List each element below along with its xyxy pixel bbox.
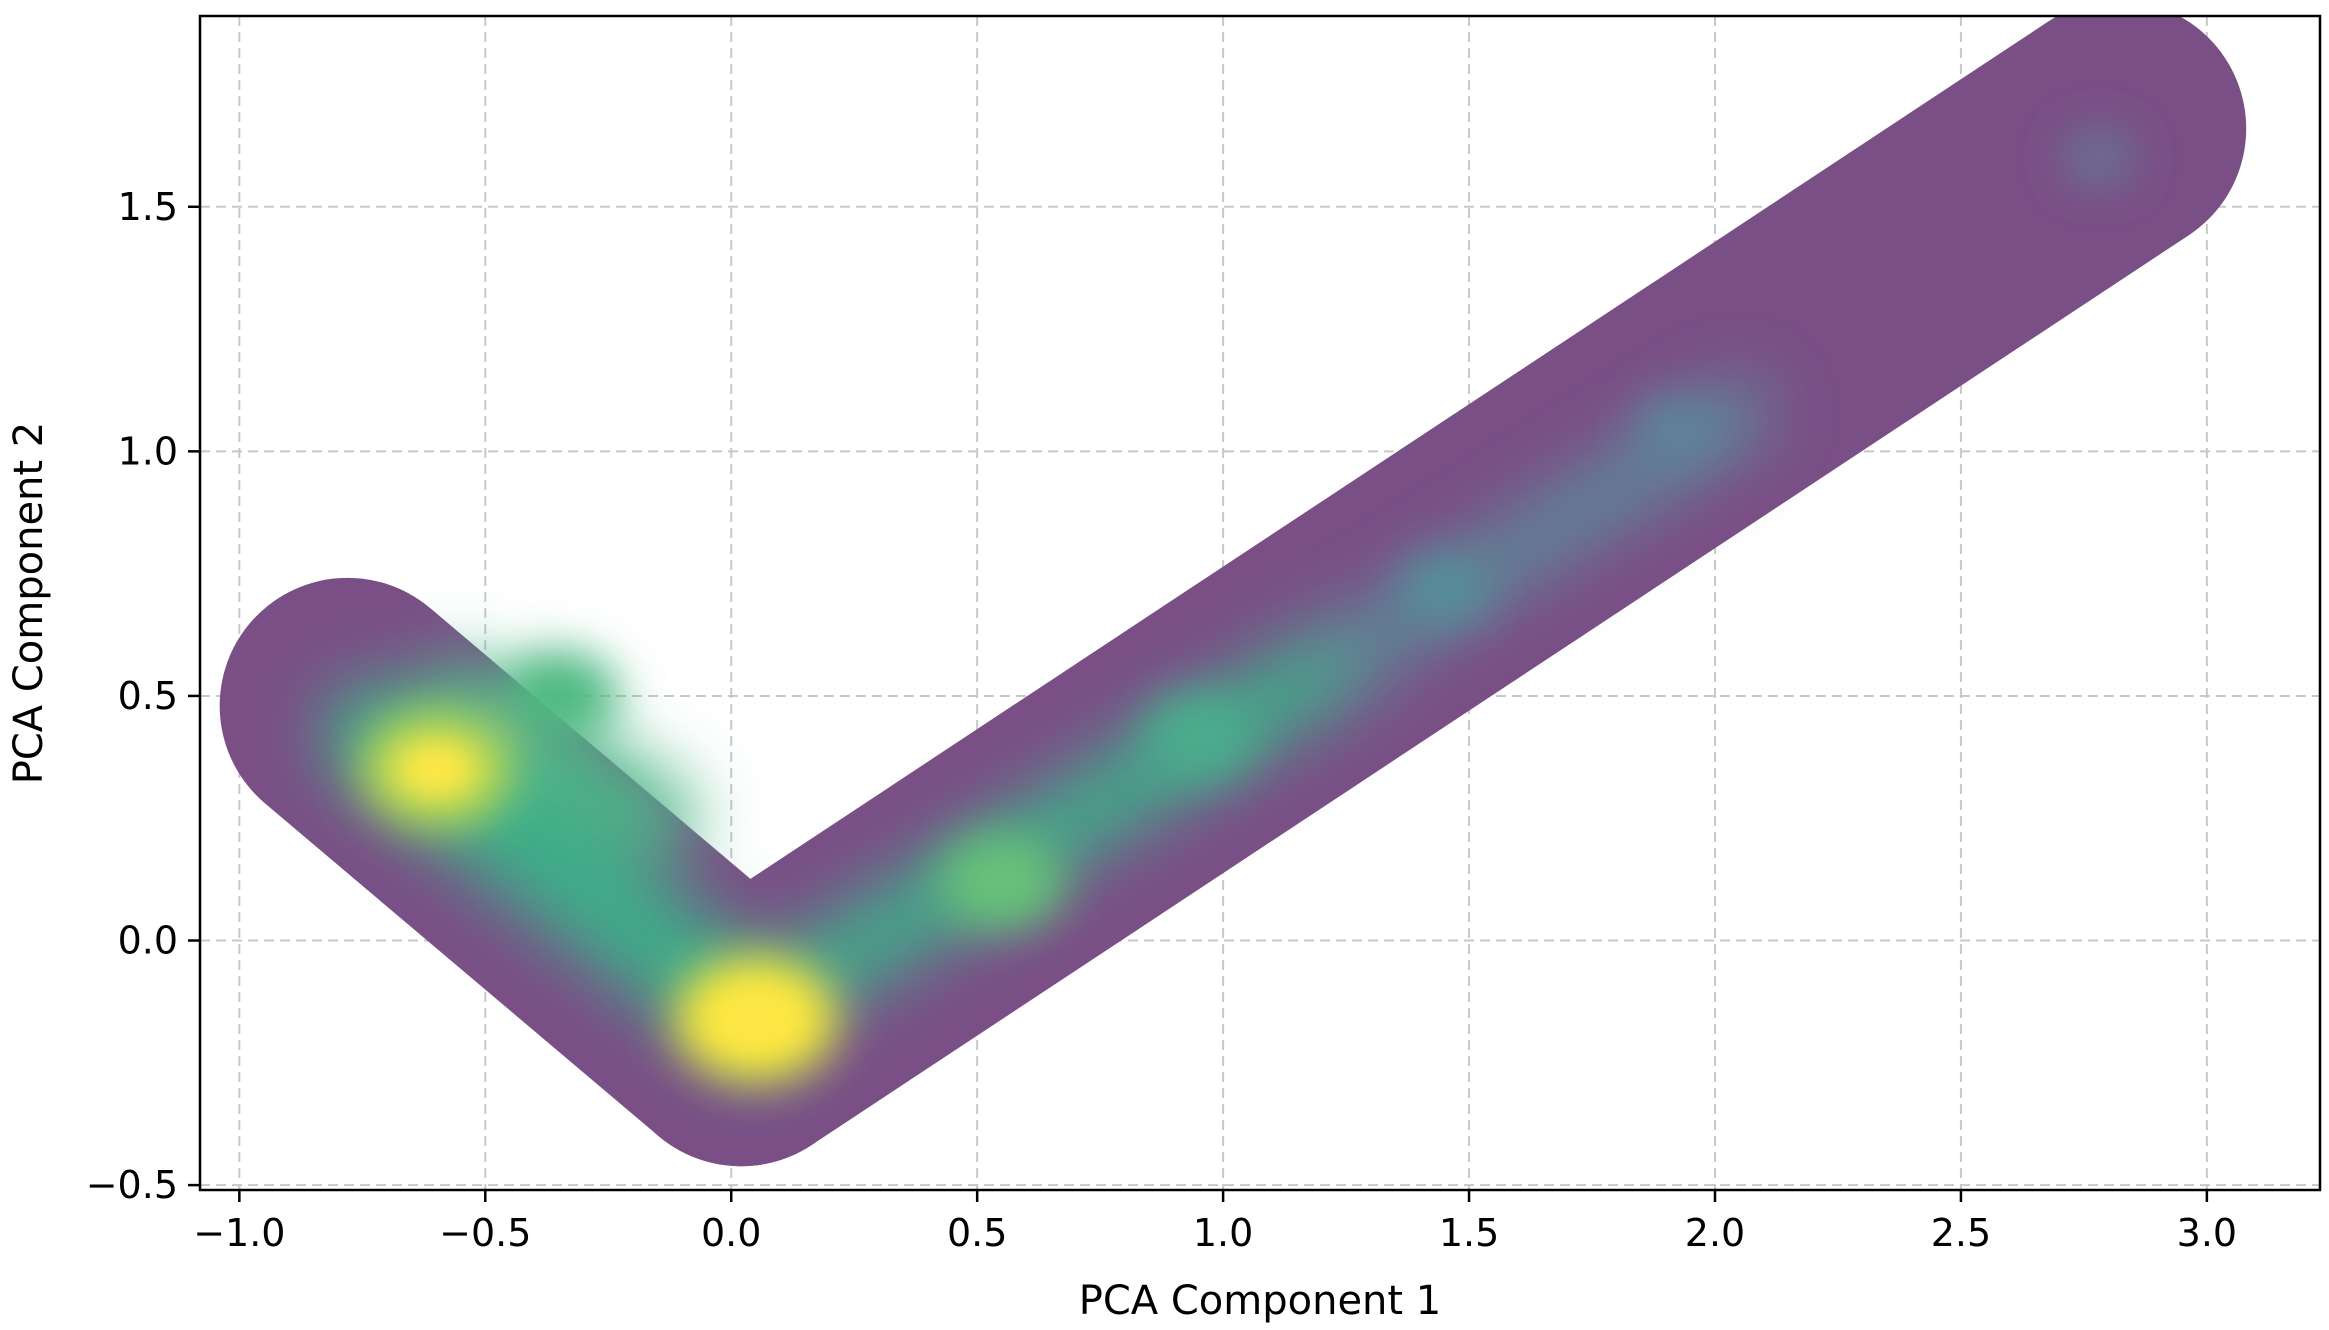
density-core <box>721 994 791 1044</box>
y-tick-label: 0.5 <box>118 674 178 718</box>
density-peak <box>1144 693 1253 777</box>
y-tick-label: 0.0 <box>118 919 178 963</box>
x-tick-label: 0.5 <box>947 1211 1007 1255</box>
density-layer <box>219 16 2247 1167</box>
x-tick-label: 2.5 <box>1931 1211 1991 1255</box>
x-axis: −1.0 −0.5 0.0 0.5 1.0 1.5 2.0 2.5 3.0 <box>193 1190 2237 1255</box>
density-peak <box>1401 554 1488 622</box>
x-tick-label: 3.0 <box>2177 1211 2237 1255</box>
density-core <box>401 744 471 794</box>
x-axis-label: PCA Component 1 <box>1079 1278 1442 1324</box>
plot-frame <box>198 14 2322 1192</box>
y-axis: −0.5 0.0 0.5 1.0 1.5 <box>86 185 200 1207</box>
y-tick-label: 1.5 <box>118 185 178 229</box>
x-tick-label: 1.5 <box>1439 1211 1499 1255</box>
x-tick-label: 2.0 <box>1685 1211 1745 1255</box>
x-tick-label: −0.5 <box>439 1211 531 1255</box>
density-band <box>421 656 697 858</box>
density-peak <box>2063 130 2134 186</box>
y-axis-label: PCA Component 2 <box>6 422 52 785</box>
density-peak <box>499 649 619 742</box>
x-tick-label: 1.0 <box>1193 1211 1253 1255</box>
density-peak <box>1636 396 1715 458</box>
x-tick-label: 0.0 <box>701 1211 761 1255</box>
y-tick-label: −0.5 <box>86 1163 178 1207</box>
density-band <box>716 617 1386 1049</box>
y-tick-label: 1.0 <box>118 429 178 473</box>
x-tick-label: −1.0 <box>193 1211 285 1255</box>
density-cores <box>401 744 791 1044</box>
density-peak <box>939 833 1064 930</box>
